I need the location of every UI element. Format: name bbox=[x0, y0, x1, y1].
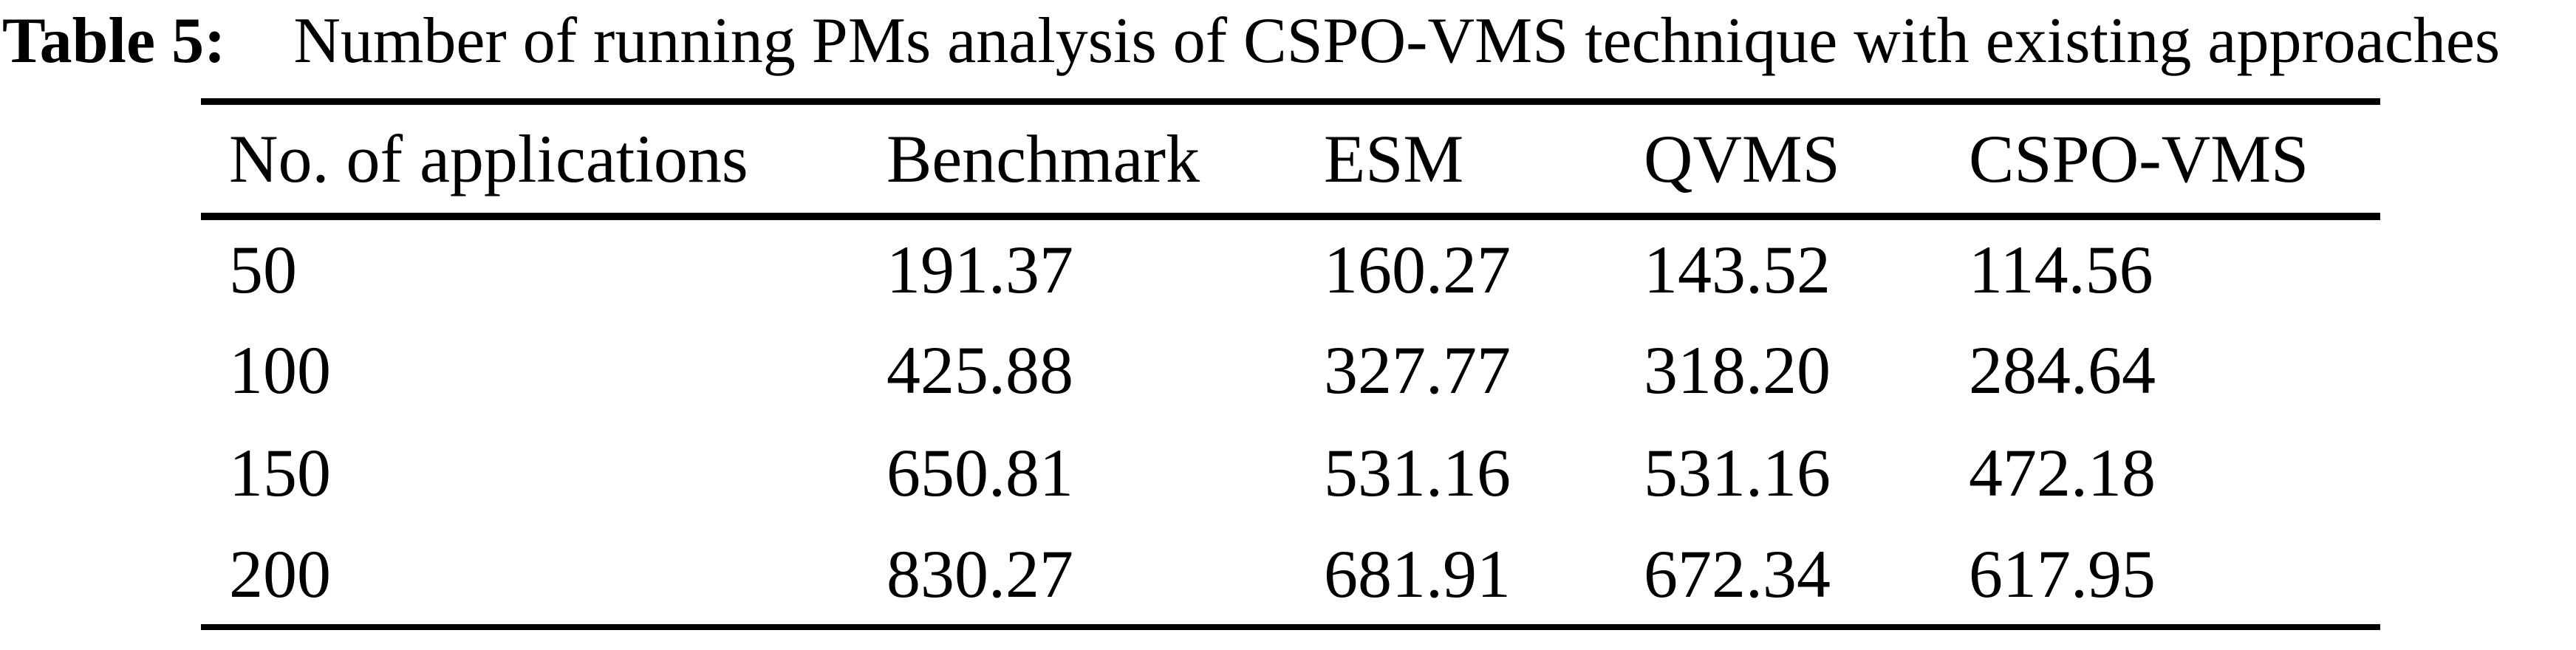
table-row: 200 830.27 681.91 672.34 617.95 bbox=[201, 524, 2380, 627]
column-header: No. of applications bbox=[229, 120, 748, 196]
table-row: 100 425.88 327.77 318.20 284.64 bbox=[201, 319, 2380, 422]
column-header: Benchmark bbox=[886, 120, 1200, 196]
header-row: No. of applications Benchmark ESM QVMS C… bbox=[201, 102, 2380, 216]
table-cell: 114.56 bbox=[1969, 231, 2153, 307]
table-cell: 143.52 bbox=[1644, 231, 1831, 307]
table-cell: 617.95 bbox=[1969, 536, 2156, 612]
table-row: 150 650.81 531.16 531.16 472.18 bbox=[201, 422, 2380, 524]
table-cell: 425.88 bbox=[886, 332, 1073, 408]
table-cell: 284.64 bbox=[1969, 332, 2156, 408]
column-header: CSPO-VMS bbox=[1969, 120, 2309, 196]
table-row: 50 191.37 160.27 143.52 114.56 bbox=[201, 216, 2380, 319]
table-cell: 531.16 bbox=[1644, 435, 1831, 510]
table-cell: 650.81 bbox=[886, 435, 1073, 510]
data-table: No. of applications Benchmark ESM QVMS C… bbox=[201, 98, 2380, 630]
caption-label: Table 5: bbox=[2, 5, 226, 77]
caption-text: Number of running PMs analysis of CSPO-V… bbox=[293, 5, 2501, 77]
column-header: QVMS bbox=[1644, 120, 1840, 196]
table-cell: 191.37 bbox=[886, 231, 1073, 307]
table-cell: 830.27 bbox=[886, 536, 1073, 612]
table-caption: Table 5: Number of running PMs analysis o… bbox=[2, 1, 2500, 81]
table-cell: 681.91 bbox=[1324, 536, 1511, 612]
table-cell: 200 bbox=[229, 536, 331, 612]
column-header: ESM bbox=[1324, 120, 1464, 196]
table-cell: 327.77 bbox=[1324, 332, 1511, 408]
table-cell: 160.27 bbox=[1324, 231, 1511, 307]
table-cell: 472.18 bbox=[1969, 435, 2156, 510]
table-cell: 672.34 bbox=[1644, 536, 1831, 612]
table-cell: 150 bbox=[229, 435, 331, 510]
table-cell: 318.20 bbox=[1644, 332, 1831, 408]
table-cell: 531.16 bbox=[1324, 435, 1511, 510]
table-cell: 100 bbox=[229, 332, 331, 408]
table-cell: 50 bbox=[229, 231, 297, 307]
